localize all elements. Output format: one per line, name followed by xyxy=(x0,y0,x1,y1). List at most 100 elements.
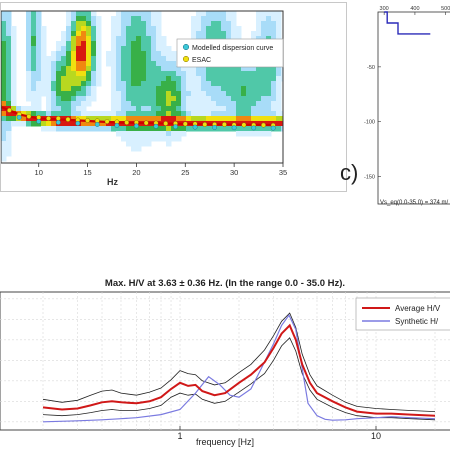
heatmap-cell xyxy=(56,86,62,92)
heatmap-cell xyxy=(21,116,27,122)
heatmap-cell xyxy=(196,66,202,72)
heatmap-cell xyxy=(41,26,47,32)
heatmap-cell xyxy=(126,141,132,147)
heatmap-cell xyxy=(191,101,197,107)
heatmap-cell xyxy=(121,66,127,72)
heatmap-cell xyxy=(81,66,87,72)
heatmap-cell xyxy=(276,31,282,37)
heatmap-cell xyxy=(31,76,37,82)
heatmap-cell xyxy=(206,81,212,87)
heatmap-cell xyxy=(61,121,67,127)
heatmap-cell xyxy=(236,116,242,122)
heatmap-cell xyxy=(126,131,132,137)
heatmap-cell xyxy=(136,141,142,147)
heatmap-cell xyxy=(241,96,247,102)
heatmap-cell xyxy=(41,121,47,127)
heatmap-cell xyxy=(176,101,182,107)
heatmap-cell xyxy=(181,81,187,87)
heatmap-cell xyxy=(221,81,227,87)
heatmap-cell xyxy=(176,66,182,72)
heatmap-cell xyxy=(126,111,132,117)
heatmap-cell xyxy=(156,11,162,17)
heatmap-cell xyxy=(156,31,162,37)
heatmap-cell xyxy=(26,21,32,27)
heatmap-cell xyxy=(171,136,177,142)
heatmap-cell xyxy=(116,116,122,122)
vs-profile-panel: 300 400 500 -50 -100 -150 Vs_eq(0.0-35.0) = 3… xyxy=(358,2,450,214)
heatmap-cell xyxy=(61,101,67,107)
heatmap-cell xyxy=(26,76,32,82)
heatmap-cell xyxy=(26,111,32,117)
heatmap-cell xyxy=(261,86,267,92)
heatmap-cell xyxy=(146,136,152,142)
heatmap-cell xyxy=(191,81,197,87)
heatmap-cell xyxy=(1,151,7,157)
heatmap-cell xyxy=(36,51,42,57)
heatmap-cell xyxy=(246,91,252,97)
x-tick-label: 30 xyxy=(230,168,238,177)
heatmap-cell xyxy=(76,51,82,57)
heatmap-cell xyxy=(101,121,107,127)
heatmap-cell xyxy=(6,136,12,142)
heatmap-cell xyxy=(171,56,177,62)
heatmap-cell xyxy=(126,31,132,37)
heatmap-cell xyxy=(76,11,82,17)
heatmap-cell xyxy=(81,91,87,97)
heatmap-cell xyxy=(161,86,167,92)
heatmap-cell xyxy=(66,11,72,17)
vs-profile-chart: 300 400 500 -50 -100 -150 Vs_eq(0.0-35.0) = 3… xyxy=(364,6,450,206)
heatmap-cell xyxy=(181,116,187,122)
heatmap-cell xyxy=(131,46,137,52)
heatmap-cell xyxy=(96,21,102,27)
heatmap-cell xyxy=(276,86,282,92)
heatmap-cell xyxy=(196,106,202,112)
heatmap-cell xyxy=(76,126,82,132)
heatmap-cell xyxy=(201,11,207,17)
heatmap-cell xyxy=(91,116,97,122)
heatmap-cell xyxy=(71,106,77,112)
heatmap-cell xyxy=(236,71,242,77)
heatmap-cell xyxy=(176,91,182,97)
heatmap-cell xyxy=(271,111,277,117)
heatmap-cell xyxy=(76,61,82,67)
heatmap-cell xyxy=(126,91,132,97)
heatmap-cell xyxy=(36,41,42,47)
heatmap-cell xyxy=(26,106,32,112)
heatmap-cell xyxy=(46,81,52,87)
heatmap-cell xyxy=(166,51,172,57)
heatmap-cell xyxy=(226,96,232,102)
heatmap-cell xyxy=(51,106,57,112)
heatmap-cell xyxy=(271,71,277,77)
heatmap-cell xyxy=(166,136,172,142)
heatmap-cell xyxy=(26,36,32,42)
heatmap-cell xyxy=(96,116,102,122)
heatmap-cell xyxy=(56,41,62,47)
heatmap-cell xyxy=(66,46,72,52)
modelled-point xyxy=(36,119,42,124)
modelled-point xyxy=(270,125,276,131)
heatmap-cell xyxy=(66,126,72,132)
heatmap-cell xyxy=(81,96,87,102)
heatmap-cell xyxy=(126,16,132,22)
heatmap-cell xyxy=(156,56,162,62)
heatmap-cell xyxy=(131,126,137,132)
heatmap-cell xyxy=(241,111,247,117)
heatmap-cell xyxy=(1,56,7,62)
heatmap-cell xyxy=(86,41,92,47)
heatmap-cell xyxy=(121,46,127,52)
heatmap-cell xyxy=(11,56,17,62)
heatmap-cell xyxy=(116,26,122,32)
heatmap-cell xyxy=(21,111,27,117)
heatmap-cell xyxy=(251,91,257,97)
heatmap-cell xyxy=(1,76,7,82)
heatmap-cell xyxy=(1,156,7,162)
heatmap-cell xyxy=(51,76,57,82)
heatmap-cell xyxy=(221,106,227,112)
heatmap-cell xyxy=(146,51,152,57)
heatmap-cell xyxy=(86,86,92,92)
heatmap-cell xyxy=(111,61,117,67)
heatmap-cell xyxy=(91,51,97,57)
heatmap-cell xyxy=(116,86,122,92)
heatmap-cell xyxy=(161,126,167,132)
heatmap-cell xyxy=(31,106,37,112)
